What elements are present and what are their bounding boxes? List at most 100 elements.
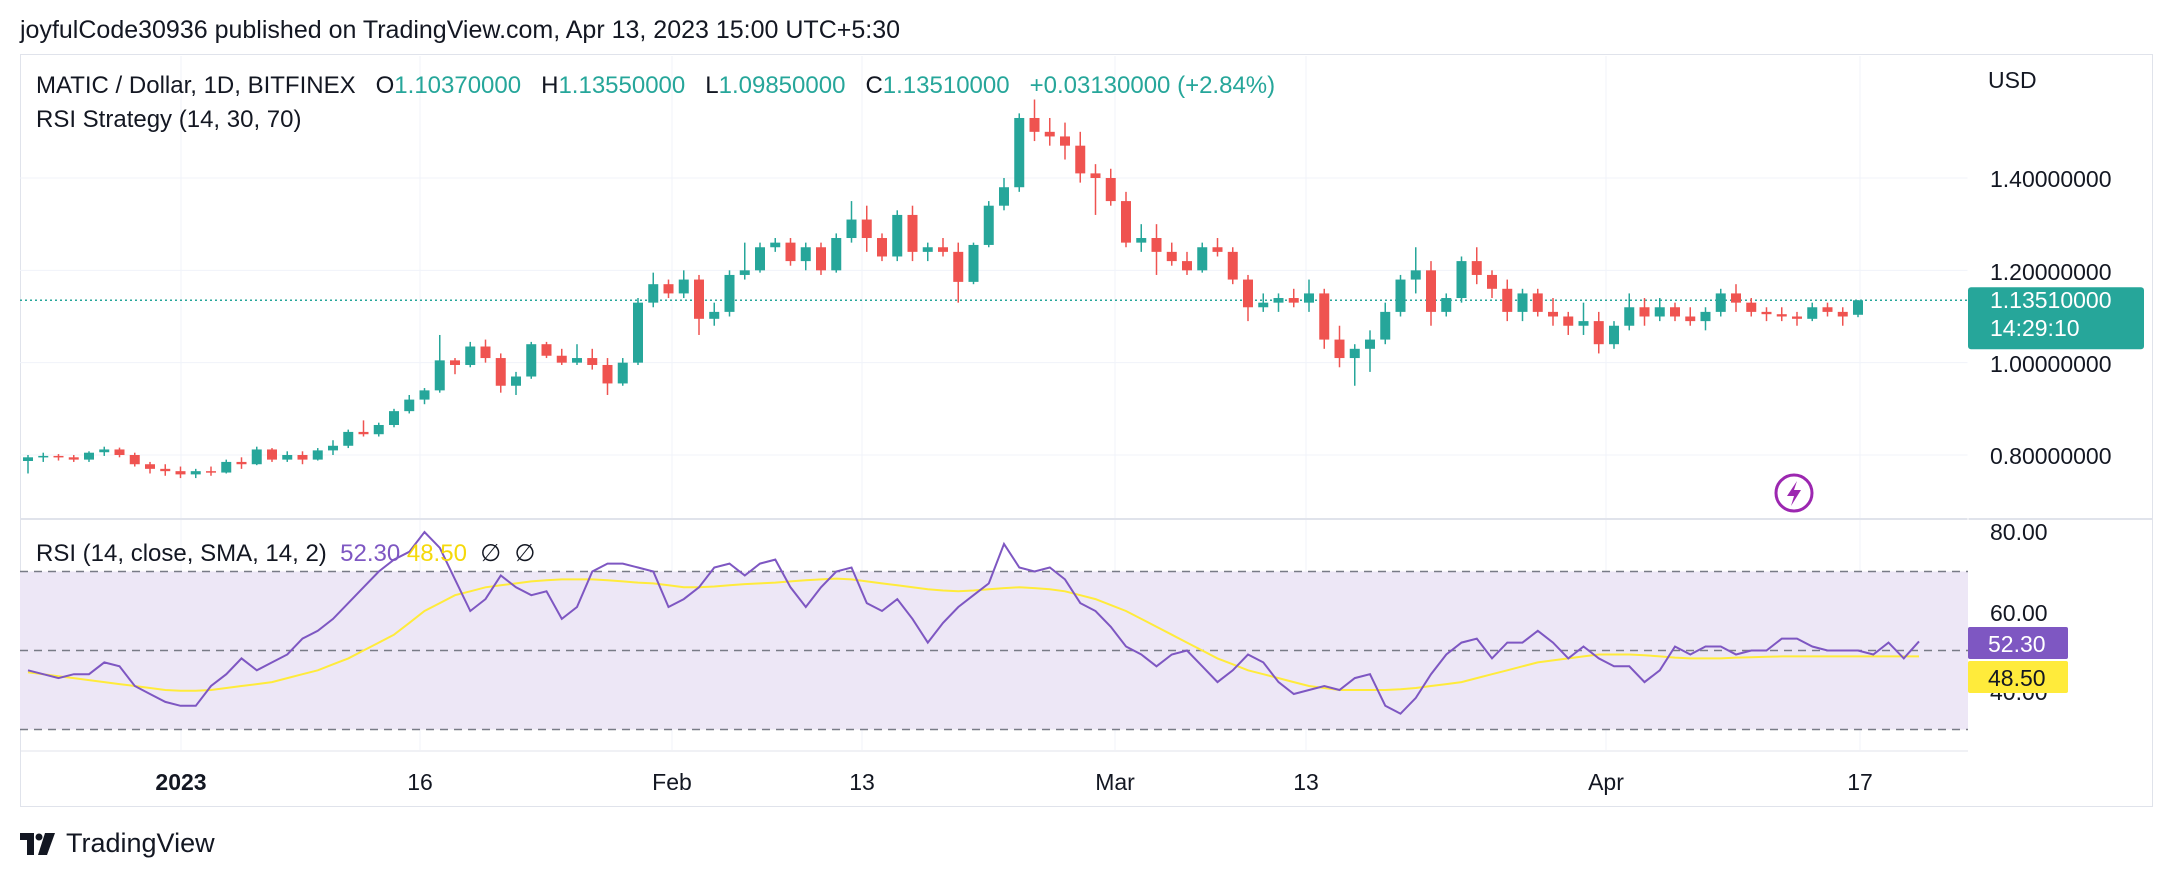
candle [190,468,201,479]
candle [1105,168,1116,206]
candle [358,420,369,437]
candle-body [1395,279,1406,312]
candle [251,446,262,466]
open-key: O [375,72,395,99]
candle [861,205,872,252]
candle [23,455,33,474]
candle-body [1365,339,1375,349]
candle-body [572,358,582,363]
candle [1548,298,1558,326]
candle [678,270,689,299]
candle-body [938,247,948,252]
candle-body [755,247,765,271]
candle [1746,298,1757,317]
candle [800,242,811,271]
candle-body [190,471,201,475]
candle [1715,288,1726,317]
candle [1304,279,1314,312]
candle-body [1060,136,1070,146]
candle [511,371,521,395]
candle [1365,330,1375,372]
candle-body [1075,145,1086,174]
price-tick: 1.40000000 [1990,166,2112,192]
candle-body [633,302,643,363]
symbol-title[interactable]: MATIC / Dollar, 1D, BITFINEX [36,72,356,99]
candle-body [1288,298,1299,303]
candle [1502,279,1513,322]
candle-body [1044,131,1055,137]
candle [1517,288,1528,322]
candle-body [1151,238,1162,252]
rsi-label[interactable]: RSI (14, close, SMA, 14, 2) [36,540,327,567]
hide-icon[interactable]: ∅ [480,540,502,567]
candle-body [267,449,277,460]
candle [282,451,293,462]
candle [572,344,582,365]
candle [1410,247,1421,294]
candle [770,238,781,252]
candle-body [1319,293,1330,340]
lightning-icon[interactable] [1774,473,1814,513]
candle [1578,302,1589,335]
candle [983,201,994,248]
candle [1380,302,1391,345]
candle-body [663,284,674,294]
candle-body [84,452,94,460]
time-tick: 2023 [155,769,206,795]
axis-badges: 1.13510000 14:29:10 52.30 48.50 [1968,287,2144,693]
last-price-text: 1.13510000 [1990,287,2112,313]
candle [1807,302,1818,322]
time-tick: Mar [1095,769,1135,795]
candles[interactable] [23,99,1863,479]
candle-body [1243,279,1253,308]
candle [1822,302,1833,317]
candle-body [1853,300,1863,315]
candle-body [53,455,64,458]
candle-body [114,449,125,455]
high-value: 1.13550000 [558,72,686,99]
candle-body [1654,307,1665,317]
candle [480,339,491,363]
candle-body [846,219,857,239]
candle-body [678,279,689,294]
candle-body [328,445,338,451]
candle-body [724,274,735,312]
candle [404,394,415,414]
candle-body [1273,298,1284,303]
candle [1258,293,1269,312]
candle [1639,298,1650,326]
candle [1319,288,1330,349]
candle [907,205,918,262]
time-tick: Apr [1588,769,1624,795]
candle [1761,307,1772,322]
candle-body [1105,178,1116,202]
rsi-lines [27,530,1920,715]
strategy-label[interactable]: RSI Strategy (14, 30, 70) [36,106,302,133]
change-value: +0.03130000 (+2.84%) [1029,72,1276,99]
candle-body [1090,173,1101,178]
candle [68,455,79,462]
candle-body [251,449,262,465]
countdown-text: 14:29:10 [1990,315,2080,341]
footer-brand[interactable]: TradingView [20,828,215,859]
candle-body [282,455,293,460]
sma-value: 48.50 [406,540,467,567]
price-axis-currency: USD [1988,67,2037,93]
candle-body [526,344,537,377]
candle [99,446,110,456]
rsi-legend: RSI (14, close, SMA, 14, 2) 52.30 48.50 … [36,539,535,568]
candle [1731,284,1741,312]
sma-badge [1968,661,2068,693]
candle [755,242,765,273]
candle [175,466,186,479]
price-tick: 1.20000000 [1990,259,2112,285]
hide-icon[interactable]: ∅ [514,540,536,567]
candle-body [1715,293,1726,312]
candle-body [129,455,140,465]
candle-body [648,284,659,303]
candle [1075,131,1086,183]
strategy-legend[interactable]: RSI Strategy (14, 30, 70) [36,106,301,134]
candle-body [297,455,308,460]
candle [938,238,948,257]
